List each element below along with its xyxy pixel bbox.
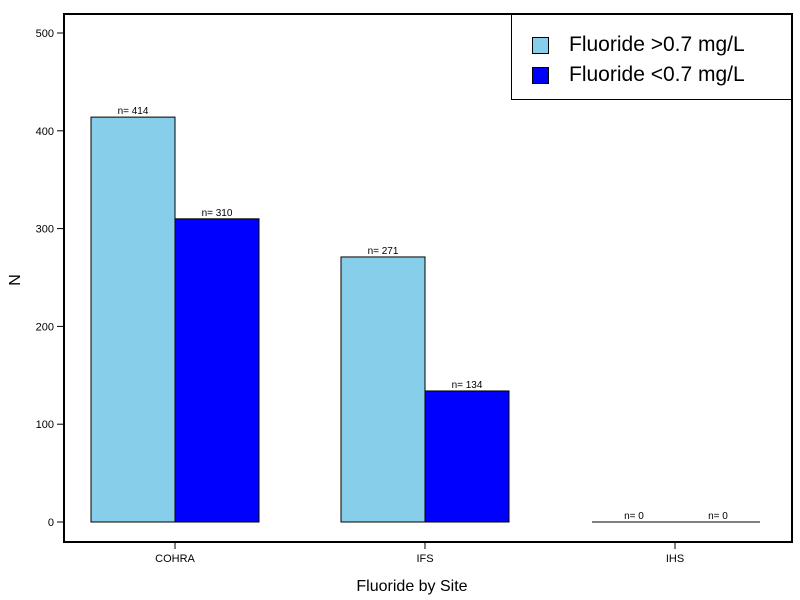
y-tick-label: 0 [48,517,54,529]
data-label: n= 310 [202,208,233,219]
x-axis: COHRA IFS IHS [155,542,684,565]
data-label: n= 271 [368,246,399,257]
data-label: n= 134 [452,380,483,391]
legend-item-above: Fluoride >0.7 mg/L [532,33,745,57]
bars: n= 414 n= 310 n= 271 n= 134 n= 0 n= 0 [90,106,760,523]
y-axis-label: N [7,274,24,286]
bar [340,256,426,523]
plot-frame [63,13,793,543]
data-label: n= 0 [708,511,728,522]
x-tick-label: COHRA [155,553,195,565]
data-label: n= 414 [118,106,149,117]
x-tick-label: IFS [416,553,433,565]
y-tick-label: 100 [36,419,54,431]
legend-swatch-below [532,66,549,84]
legend: Fluoride >0.7 mg/L Fluoride <0.7 mg/L [511,14,792,100]
y-tick-label: 400 [36,126,54,138]
x-axis-label: Fluoride by Site [356,578,468,595]
legend-label-above: Fluoride >0.7 mg/L [569,33,745,56]
bar [424,390,510,523]
data-label: n= 0 [624,511,644,522]
bar [174,218,260,523]
x-tick-label: IHS [666,553,684,565]
y-axis: 0 100 200 300 400 500 [36,28,64,529]
y-tick-label: 200 [36,321,54,333]
legend-label-below: Fluoride <0.7 mg/L [569,63,745,86]
legend-item-below: Fluoride <0.7 mg/L [532,63,745,87]
y-tick-label: 300 [36,224,54,236]
y-tick-label: 500 [36,28,54,40]
legend-swatch-above [532,36,549,54]
bar [90,116,176,523]
